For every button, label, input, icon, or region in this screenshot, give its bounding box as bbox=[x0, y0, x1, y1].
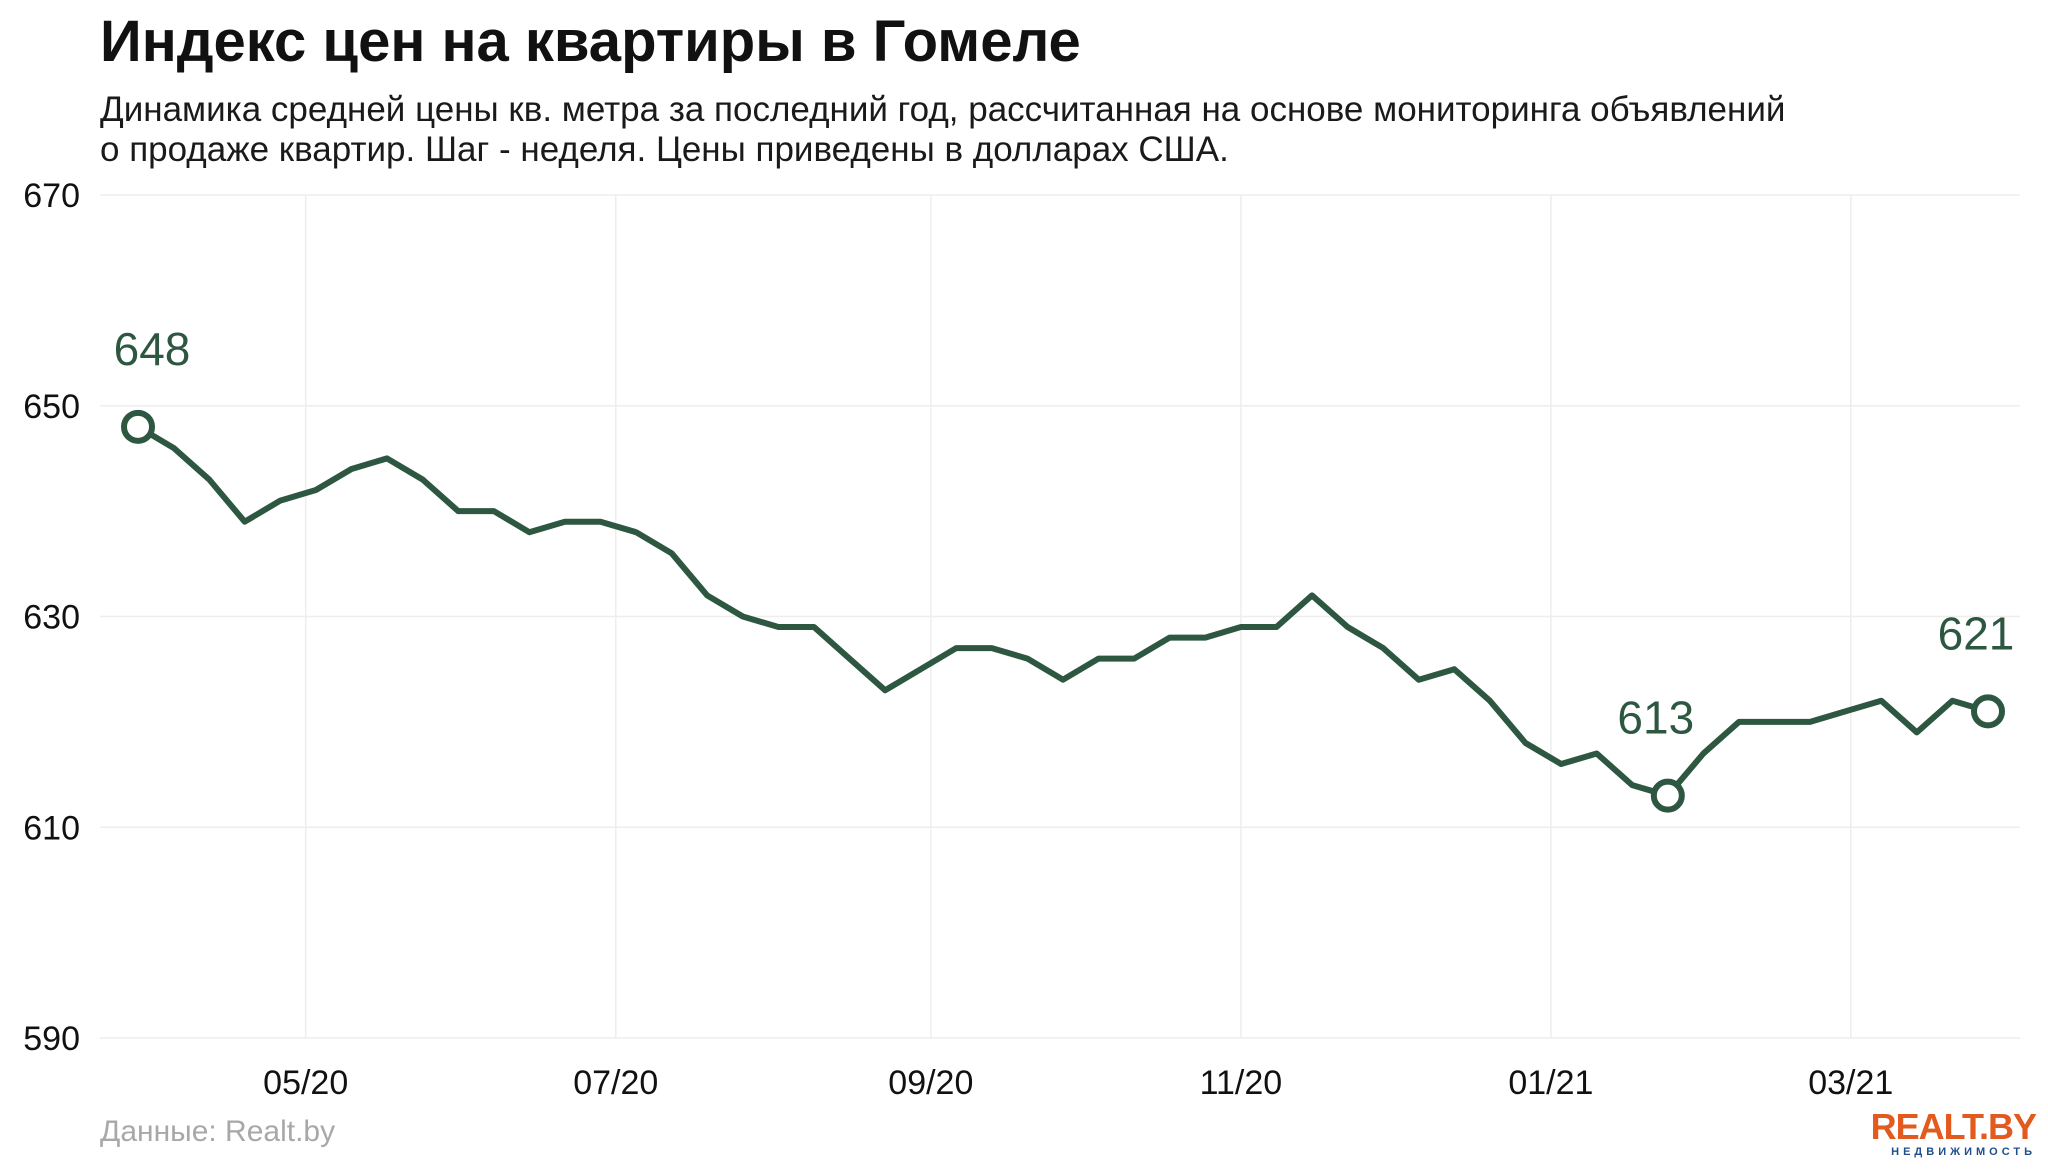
annotated-point bbox=[1650, 778, 1685, 813]
annotation-layer: 648 613 621 bbox=[114, 323, 2015, 813]
y-tick-label: 590 bbox=[23, 1020, 80, 1058]
x-tick-label: 01/21 bbox=[1508, 1064, 1593, 1102]
x-tick-label: 07/20 bbox=[573, 1064, 658, 1102]
realt-logo: REALT.BY НЕДВИЖИМОСТЬ bbox=[1870, 1106, 2037, 1159]
point-value-label: 613 bbox=[1617, 692, 1694, 744]
series-line bbox=[135, 423, 1991, 799]
logo-tagline: НЕДВИЖИМОСТЬ bbox=[1891, 1146, 2036, 1158]
logo-wordmark: REALT.BY bbox=[1870, 1106, 2037, 1147]
grid-layer bbox=[100, 194, 2020, 1039]
x-tick-label: 03/21 bbox=[1808, 1064, 1893, 1102]
y-tick-label: 670 bbox=[23, 177, 80, 215]
point-value-label: 648 bbox=[114, 323, 191, 375]
chart-subtitle: Динамика средней цены кв. метра за после… bbox=[100, 90, 1786, 169]
y-tick-label: 610 bbox=[23, 809, 80, 847]
x-tick-label: 05/20 bbox=[263, 1064, 348, 1102]
chart-title: Индекс цен на квартиры в Гомеле bbox=[100, 9, 1081, 74]
y-tick-label: 650 bbox=[23, 388, 80, 426]
x-tick-label: 11/20 bbox=[1200, 1064, 1283, 1102]
annotated-point bbox=[121, 409, 155, 444]
series-layer bbox=[135, 423, 1991, 799]
annotated-point bbox=[1971, 694, 2005, 729]
y-axis: 590 610 630 650 670 bbox=[23, 177, 80, 1058]
y-tick-label: 630 bbox=[23, 599, 80, 637]
point-value-label: 621 bbox=[1938, 607, 2015, 659]
x-axis: 05/20 07/20 09/20 11/20 01/21 03/21 bbox=[263, 1064, 1893, 1102]
data-source: Данные: Realt.by bbox=[100, 1115, 336, 1148]
x-tick-label: 09/20 bbox=[888, 1064, 973, 1102]
